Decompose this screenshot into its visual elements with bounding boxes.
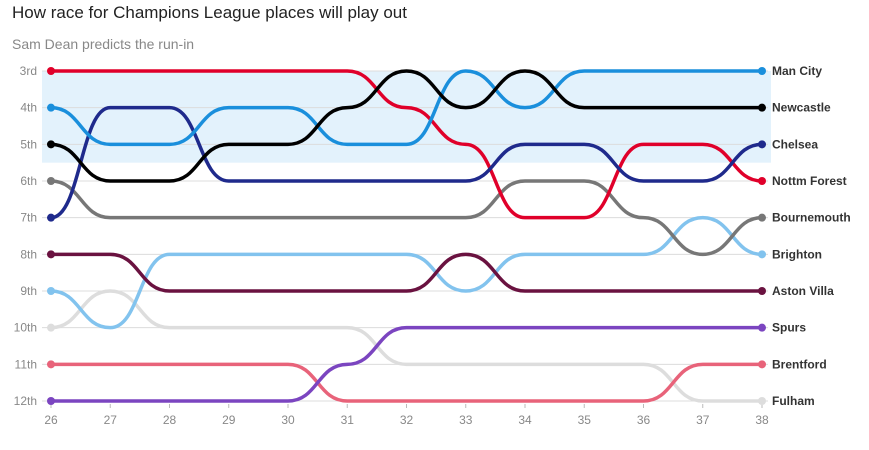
y-tick-label: 6th bbox=[20, 174, 37, 188]
series-line-aston-villa bbox=[49, 252, 764, 293]
x-tick-label: 35 bbox=[578, 413, 592, 427]
series-line-brighton bbox=[49, 215, 764, 330]
x-tick-label: 37 bbox=[696, 413, 710, 427]
x-tick-label: 33 bbox=[459, 413, 473, 427]
chart-subtitle: Sam Dean predicts the run-in bbox=[12, 36, 195, 52]
start-point-man-city bbox=[47, 103, 55, 112]
y-tick-label: 8th bbox=[20, 247, 37, 261]
end-point-brentford bbox=[758, 360, 766, 369]
x-tick-label: 32 bbox=[400, 413, 414, 427]
start-point-chelsea bbox=[47, 213, 55, 222]
end-point-newcastle bbox=[758, 103, 766, 112]
x-tick-label: 34 bbox=[518, 413, 532, 427]
series-label-fulham: Fulham bbox=[772, 394, 815, 408]
x-tick-label: 27 bbox=[104, 413, 118, 427]
end-point-chelsea bbox=[758, 140, 766, 149]
series-label-bournemouth: Bournemouth bbox=[772, 211, 851, 225]
series-line-brentford bbox=[49, 362, 764, 403]
end-point-brighton bbox=[758, 250, 766, 259]
series-label-newcastle: Newcastle bbox=[772, 101, 831, 115]
series-line-spurs bbox=[49, 325, 764, 403]
y-tick-label: 3rd bbox=[20, 64, 37, 78]
y-tick-label: 10th bbox=[14, 321, 37, 335]
end-point-spurs bbox=[758, 323, 766, 332]
end-point-bournemouth bbox=[758, 213, 766, 222]
end-point-fulham bbox=[758, 397, 766, 405]
x-tick-label: 26 bbox=[44, 413, 58, 427]
highlight-band bbox=[42, 71, 771, 163]
y-tick-label: 4th bbox=[20, 101, 37, 115]
start-point-newcastle bbox=[47, 140, 55, 149]
y-tick-label: 5th bbox=[20, 137, 37, 151]
x-tick-label: 30 bbox=[281, 413, 295, 427]
series-label-brentford: Brentford bbox=[772, 357, 827, 371]
series-label-nottm-forest: Nottm Forest bbox=[772, 174, 847, 188]
end-point-aston-villa bbox=[758, 287, 766, 295]
end-point-man-city bbox=[758, 67, 766, 75]
start-point-aston-villa bbox=[47, 250, 55, 259]
x-tick-label: 36 bbox=[637, 413, 651, 427]
series-line-bournemouth bbox=[49, 179, 764, 257]
y-tick-label: 11th bbox=[15, 357, 37, 371]
series-line-newcastle bbox=[49, 69, 764, 183]
start-point-fulham bbox=[47, 323, 55, 332]
end-point-nottm-forest bbox=[758, 177, 766, 185]
y-tick-label: 7th bbox=[20, 211, 37, 225]
series-line-fulham bbox=[49, 289, 764, 403]
start-point-brighton bbox=[47, 287, 55, 295]
series-label-man-city: Man City bbox=[772, 64, 822, 78]
start-point-spurs bbox=[47, 397, 55, 405]
series-label-spurs: Spurs bbox=[772, 321, 806, 335]
chart-title: How race for Champions League places wil… bbox=[12, 3, 407, 22]
x-tick-label: 38 bbox=[755, 413, 769, 427]
series-label-chelsea: Chelsea bbox=[772, 137, 818, 151]
series-line-man-city bbox=[49, 69, 764, 147]
start-point-brentford bbox=[47, 360, 55, 369]
start-point-nottm-forest bbox=[47, 67, 55, 75]
start-point-bournemouth bbox=[47, 177, 55, 185]
x-tick-label: 31 bbox=[341, 413, 355, 427]
y-tick-label: 12th bbox=[14, 394, 37, 408]
y-tick-label: 9th bbox=[20, 284, 37, 298]
x-tick-label: 29 bbox=[222, 413, 236, 427]
series-label-aston-villa: Aston Villa bbox=[772, 284, 834, 298]
series-line-chelsea bbox=[49, 105, 764, 220]
x-tick-label: 28 bbox=[163, 413, 177, 427]
series-label-brighton: Brighton bbox=[772, 247, 822, 261]
